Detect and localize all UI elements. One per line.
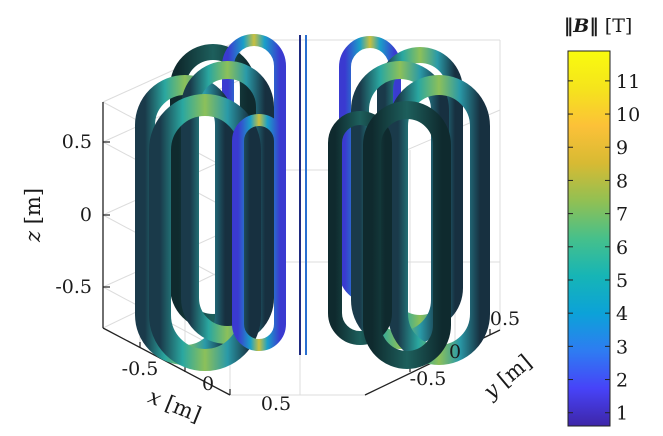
coil-front-right-2 — [363, 101, 451, 369]
coil-set — [135, 34, 490, 371]
z-tick-label: 0 — [80, 204, 92, 226]
coil-front-left — [149, 94, 261, 371]
coil-mid-left-inner — [181, 61, 274, 344]
colorbar-tick-label: 8 — [616, 170, 628, 192]
coil-front-right — [328, 111, 392, 345]
x-axis-label: x [m] — [145, 384, 205, 427]
colorbar-ticks: 1 2 3 4 5 6 7 8 9 10 11 — [568, 71, 640, 425]
colorbar-tick-label: 10 — [616, 104, 640, 126]
z-tick-label: 0.5 — [62, 131, 92, 153]
x-tick-labels: -0.5 0 0.5 — [122, 358, 291, 415]
colorbar-tick-label: 6 — [616, 237, 628, 259]
y-tick-label: 0.5 — [490, 308, 520, 330]
colorbar-tick-label: 7 — [616, 204, 628, 226]
colorbar-tick-label: 5 — [616, 270, 628, 292]
svg-text:x [m]: x [m] — [145, 384, 205, 427]
y-axis-label: y [m] — [478, 350, 536, 404]
colorbar-tick-label: 9 — [616, 137, 628, 159]
y-tick-label: -0.5 — [410, 368, 447, 390]
coil-front-left-2 — [232, 114, 286, 351]
z-axis-label: z [m] — [21, 188, 45, 243]
y-tick-label: 0 — [449, 341, 461, 363]
x-tick-label: 0 — [202, 373, 214, 395]
colorbar: ‖B‖ [T] 1 2 3 4 5 6 7 8 9 10 11 — [564, 15, 640, 427]
svg-text:z [m]: z [m] — [21, 188, 45, 243]
x-tick-label: 0.5 — [261, 393, 291, 415]
colorbar-tick-label: 2 — [616, 370, 628, 392]
y-tick-labels: -0.5 0 0.5 — [410, 308, 520, 390]
colorbar-tick-label: 3 — [616, 336, 628, 358]
z-tick-label: -0.5 — [55, 276, 92, 298]
colorbar-title: ‖B‖ [T] — [564, 15, 633, 37]
colorbar-bar — [567, 50, 611, 427]
colorbar-tick-label: 4 — [616, 303, 628, 325]
x-tick-label: -0.5 — [122, 358, 159, 380]
colorbar-tick-label: 1 — [616, 403, 628, 425]
svg-text:y [m]: y [m] — [478, 350, 536, 404]
z-tick-labels: 0.5 0 -0.5 — [55, 131, 92, 298]
colorbar-tick-label: 11 — [616, 71, 640, 93]
